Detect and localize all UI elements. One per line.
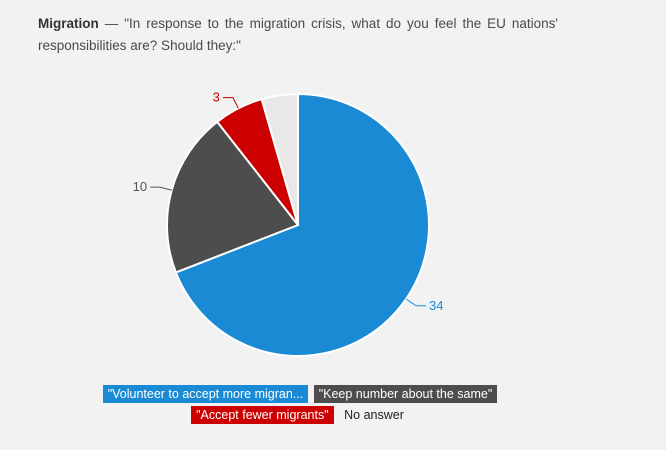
data-label-connector-1 [150, 186, 172, 191]
data-label-0: 34 [429, 298, 443, 313]
legend-row-2: "Accept fewer migrants" No answer [0, 406, 600, 424]
data-label-2: 3 [213, 90, 220, 105]
data-label-connector-2 [222, 97, 239, 109]
legend-row-1: "Volunteer to accept more migran... "Kee… [0, 385, 600, 403]
title-dash: — [104, 16, 119, 31]
legend-item-no-answer[interactable]: No answer [339, 406, 409, 424]
data-label-connector-0 [405, 298, 427, 307]
chart-title: Migration — "In response to the migratio… [38, 13, 558, 57]
legend-item-keep-same[interactable]: "Keep number about the same" [313, 385, 498, 403]
legend-item-volunteer[interactable]: "Volunteer to accept more migran... [102, 385, 309, 403]
title-question: "In response to the migration crisis, wh… [38, 16, 558, 53]
title-topic: Migration [38, 16, 99, 31]
legend-item-accept-fewer[interactable]: "Accept fewer migrants" [191, 406, 334, 424]
pie-slice-3[interactable] [260, 92, 299, 226]
data-label-1: 10 [133, 179, 147, 194]
